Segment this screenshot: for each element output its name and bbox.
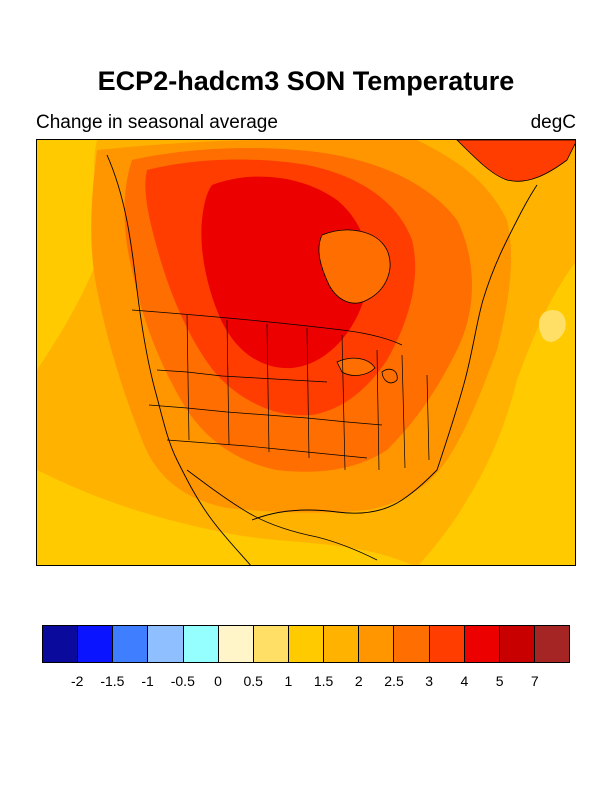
chart-subtitle: Change in seasonal average xyxy=(36,112,278,133)
colorbar-swatch xyxy=(148,626,184,662)
colorbar-swatch xyxy=(218,626,254,662)
colorbar-swatch xyxy=(113,626,149,662)
political-boundaries xyxy=(131,309,430,471)
colorbar-swatch xyxy=(394,626,430,662)
colorbar-tick-label: 1 xyxy=(284,673,293,689)
colorbar xyxy=(42,625,570,663)
colorbar-swatch xyxy=(324,626,360,662)
coastline xyxy=(106,154,538,565)
colorbar-swatch xyxy=(183,626,219,662)
colorbar-tick-label: 0.5 xyxy=(243,673,263,689)
colorbar-tick-label: 4 xyxy=(460,673,469,689)
colorbar-swatch xyxy=(499,626,535,662)
field-atlantic-light xyxy=(538,310,566,342)
colorbar-swatch xyxy=(253,626,289,662)
colorbar-swatch xyxy=(534,626,570,662)
units-label: degC xyxy=(530,112,576,133)
chart-title: ECP2-hadcm3 SON Temperature xyxy=(97,66,515,96)
hudson-bay xyxy=(318,229,391,304)
colorbar-swatch xyxy=(288,626,325,662)
temperature-change-map xyxy=(36,139,576,566)
colorbar-swatch xyxy=(43,626,79,662)
colorbar-tick-label: 1.5 xyxy=(313,673,334,689)
field-atlantic-cool xyxy=(418,262,575,565)
colorbar-tick-label: 2 xyxy=(354,673,363,689)
field-land-hottest xyxy=(201,176,369,369)
colorbar-tick-label: -0.5 xyxy=(170,673,195,689)
colorbar-tick-label: -2 xyxy=(70,673,84,689)
colorbar-labels: -2 -1.5 -1 -0.5 0 0.5 1 1.5 2 2.5 3 4 5 7 xyxy=(42,673,570,693)
colorbar-tick-label: 2.5 xyxy=(384,673,404,689)
greenland xyxy=(456,140,575,182)
colorbar-tick-label: -1.5 xyxy=(100,673,125,689)
field-south-cool xyxy=(37,470,413,565)
field-pacific-cool xyxy=(37,140,100,370)
great-lakes xyxy=(336,357,398,384)
colorbar-tick-label: 3 xyxy=(425,673,434,689)
colorbar-swatch xyxy=(359,626,395,662)
colorbar-tick-label: 0 xyxy=(214,673,222,689)
colorbar-swatch xyxy=(78,626,114,662)
colorbar-tick-label: 5 xyxy=(495,673,504,689)
colorbar-tick-label: 7 xyxy=(530,673,539,689)
colorbar-tick-label: -1 xyxy=(141,673,154,689)
colorbar-swatch xyxy=(464,626,500,662)
colorbar-swatch xyxy=(429,626,465,662)
mexico-outline xyxy=(186,469,378,561)
